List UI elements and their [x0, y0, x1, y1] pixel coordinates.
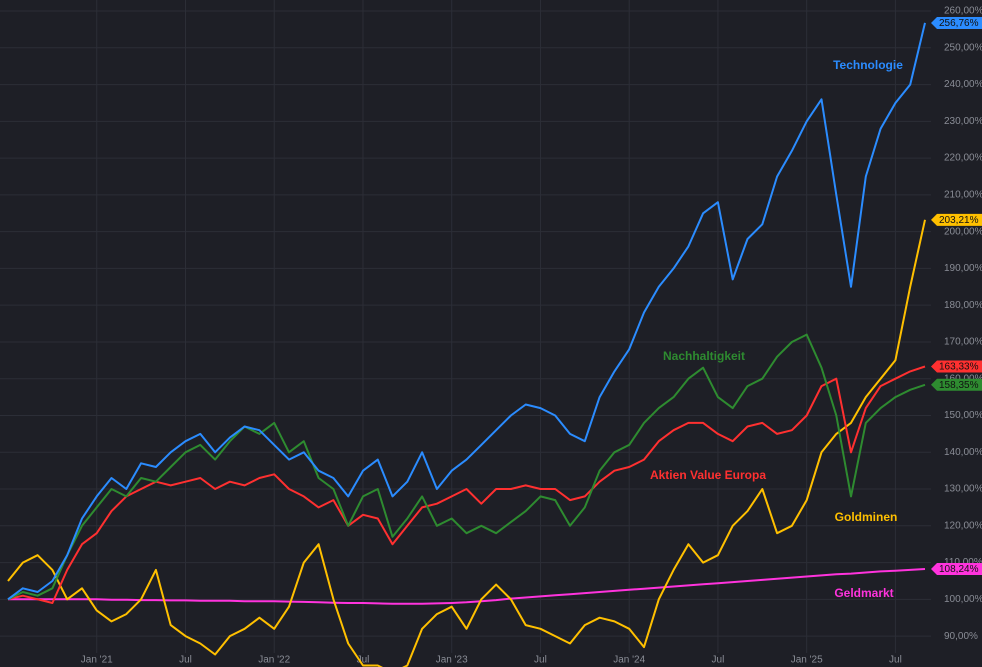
end-tag	[931, 360, 982, 373]
end-tag	[931, 16, 982, 29]
series-name: Geldmarkt	[834, 586, 893, 600]
series-name: Nachhaltigkeit	[663, 349, 745, 363]
series-line	[7, 22, 926, 601]
x-tick-label: Jan '25	[791, 655, 823, 666]
x-tick-label: Jul	[889, 655, 902, 666]
x-tick-label: Jul	[712, 655, 725, 666]
end-label: 256,76%	[939, 18, 979, 29]
x-tick-label: Jan '21	[81, 655, 113, 666]
end-label: 203,21%	[939, 215, 979, 226]
end-label: 158,35%	[939, 380, 979, 391]
y-tick-label: 150,00%	[944, 410, 982, 421]
end-label: 108,24%	[939, 564, 979, 575]
series-line	[7, 333, 926, 601]
y-tick-label: 140,00%	[944, 447, 982, 458]
y-tick-label: 200,00%	[944, 226, 982, 237]
end-tag	[931, 563, 982, 576]
y-tick-label: 100,00%	[944, 594, 982, 605]
y-tick-label: 110,00%	[944, 557, 982, 568]
x-tick-label: Jul	[357, 655, 370, 666]
series-name: Technologie	[833, 58, 903, 72]
x-tick-label: Jan '23	[436, 655, 468, 666]
y-tick-label: 180,00%	[944, 300, 982, 311]
end-label: 163,33%	[939, 362, 979, 373]
x-tick-label: Jul	[534, 655, 547, 666]
y-tick-label: 130,00%	[944, 484, 982, 495]
series-name: Goldminen	[835, 510, 898, 524]
y-tick-label: 90,00%	[944, 631, 978, 642]
y-tick-label: 190,00%	[944, 263, 982, 274]
end-tag	[931, 378, 982, 391]
series-line	[8, 568, 926, 605]
y-tick-label: 170,00%	[944, 337, 982, 348]
x-tick-label: Jan '22	[258, 655, 290, 666]
series-line	[7, 365, 926, 604]
series-line	[7, 219, 926, 667]
y-tick-label: 230,00%	[944, 116, 982, 127]
y-tick-label: 260,00%	[944, 6, 982, 17]
y-tick-label: 220,00%	[944, 153, 982, 164]
x-tick-label: Jul	[179, 655, 192, 666]
end-tag	[931, 213, 982, 226]
y-tick-label: 120,00%	[944, 520, 982, 531]
x-tick-label: Jan '24	[613, 655, 645, 666]
y-tick-label: 240,00%	[944, 79, 982, 90]
series-name: Aktien Value Europa	[650, 468, 766, 482]
y-tick-label: 250,00%	[944, 42, 982, 53]
y-tick-label: 210,00%	[944, 190, 982, 201]
